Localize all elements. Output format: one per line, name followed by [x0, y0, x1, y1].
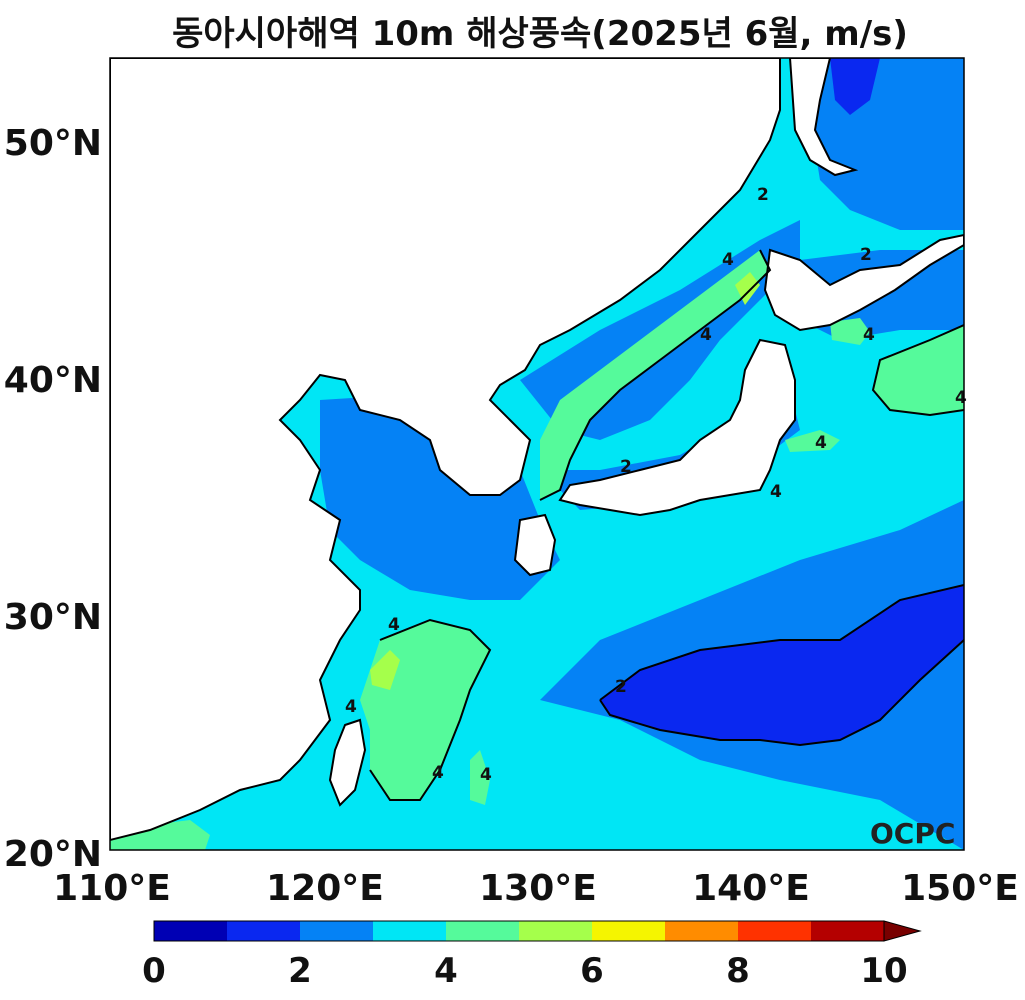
land-hokkaido: [763, 233, 964, 332]
colorbar-label-10: 10: [860, 951, 907, 991]
lat-tick-30n: 30°N: [4, 597, 102, 638]
lat-tick-40n: 40°N: [4, 360, 102, 401]
figure-title: 동아시아해역 10m 해상풍속(2025년 6월, m/s): [172, 14, 908, 54]
colorbar-swatch: [665, 921, 739, 941]
lon-tick-130e: 130°E: [479, 868, 597, 909]
colorbar-swatch: [811, 921, 885, 941]
contours: [369, 249, 964, 801]
band-4-5-south: [110, 820, 210, 850]
contour-4-japan-sea: [539, 249, 772, 501]
contour-2-pacific-b: [599, 639, 964, 747]
band-4-5-east: [873, 325, 964, 415]
contour-label-2: 2: [757, 185, 769, 205]
colorbar-swatch: [592, 921, 666, 941]
colorbar-label-2: 2: [288, 951, 312, 991]
colorbar-swatch: [519, 921, 593, 941]
contour-label-4: 4: [480, 765, 492, 785]
band-5-6-b: [735, 272, 760, 305]
land-kyushu: [513, 513, 557, 577]
lon-tick-110e: 110°E: [53, 868, 171, 909]
contour-label-4: 4: [863, 325, 875, 345]
band-1-2-pacific: [600, 585, 964, 745]
land-taiwan: [328, 718, 367, 807]
colorbar-border: [153, 920, 885, 942]
contour-4-taiwan: [369, 618, 492, 801]
colorbar-label-0: 0: [142, 951, 166, 991]
colorbar-swatch: [738, 921, 812, 941]
colorbar: [153, 920, 922, 942]
band-1-2-north: [830, 58, 880, 115]
wind-speed-field: [110, 58, 964, 850]
colorbar-extend-arrow: [883, 920, 922, 942]
band-2-3-ecs: [320, 395, 560, 600]
lat-tick-50n: 50°N: [4, 123, 102, 164]
lon-tick-140e: 140°E: [692, 868, 810, 909]
colorbar-swatch: [154, 921, 228, 941]
band-4-5-small2: [785, 430, 840, 452]
lon-tick-150e: 150°E: [901, 868, 1019, 909]
band-5-6-a: [370, 650, 400, 690]
colorbar-swatch: [446, 921, 520, 941]
lon-tick-120e: 120°E: [266, 868, 384, 909]
band-4-5-japan-sea: [540, 250, 770, 500]
contour-label-4: 4: [955, 388, 967, 408]
contour-2-pacific: [599, 584, 964, 701]
colorbar-label-6: 6: [580, 951, 604, 991]
contour-label-2: 2: [860, 245, 872, 265]
contour-label-4: 4: [770, 482, 782, 502]
contour-4-east: [871, 324, 964, 417]
land-asia: [110, 58, 781, 842]
land-sakhalin: [788, 58, 859, 177]
colorbar-label-8: 8: [726, 951, 750, 991]
contour-label-4: 4: [700, 325, 712, 345]
land-honshu: [558, 338, 796, 517]
colorbar-swatch: [373, 921, 447, 941]
contour-label-4: 4: [722, 250, 734, 270]
contour-label-4: 4: [388, 615, 400, 635]
contour-label-2: 2: [620, 457, 632, 477]
watermark: OCPC: [870, 817, 955, 850]
colorbar-swatch: [300, 921, 374, 941]
contour-label-4: 4: [815, 433, 827, 453]
contour-label-4: 4: [345, 697, 357, 717]
band-4-5-small3: [830, 318, 870, 345]
map-frame: [109, 57, 965, 851]
colorbar-swatch: [227, 921, 301, 941]
contour-label-4: 4: [432, 763, 444, 783]
colorbar-label-4: 4: [434, 951, 458, 991]
band-4-5-small1: [470, 750, 490, 805]
lat-tick-20n: 20°N: [4, 834, 102, 875]
contour-label-2: 2: [615, 677, 627, 697]
